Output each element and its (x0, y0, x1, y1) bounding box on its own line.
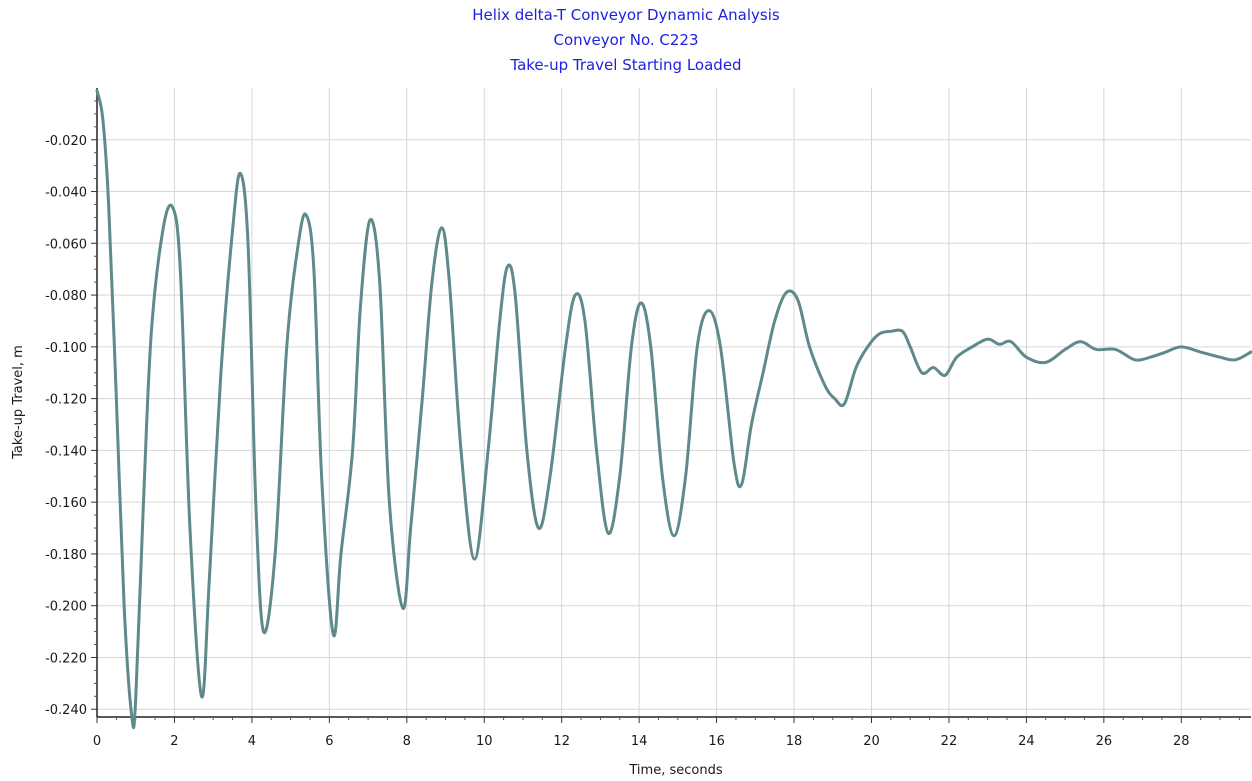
y-tick-label: -0.220 (45, 651, 87, 666)
x-tick-label: 2 (170, 734, 178, 749)
x-tick-label: 24 (1018, 734, 1035, 749)
y-tick-label: -0.080 (45, 289, 87, 304)
y-tick-label: -0.100 (45, 341, 87, 356)
y-axis-label: Take-up Travel, m (11, 345, 26, 460)
y-tick-label: -0.120 (45, 393, 87, 408)
x-tick-label: 22 (941, 734, 958, 749)
x-tick-label: 12 (553, 734, 570, 749)
grid-lines (97, 88, 1251, 717)
y-tick-label: -0.160 (45, 496, 87, 511)
x-axis-label: Time, seconds (628, 763, 722, 778)
series-group (95, 89, 1252, 730)
x-tick-label: 8 (403, 734, 411, 749)
y-tick-label: -0.060 (45, 237, 87, 252)
chart-title-line-2: Conveyor No. C223 (553, 31, 699, 49)
y-tick-label: -0.200 (45, 600, 87, 615)
x-tick-label: 18 (786, 734, 803, 749)
y-tick-label: -0.020 (45, 134, 87, 149)
x-tick-label: 10 (476, 734, 493, 749)
series-line (95, 89, 1252, 730)
y-tick-label: -0.180 (45, 548, 87, 563)
axes (96, 88, 1251, 718)
x-axis-ticks: 0 2 4 6 8 10 12 14 16 18 20 22 24 26 28 (93, 717, 1240, 749)
y-tick-label: -0.140 (45, 444, 87, 459)
x-tick-label: 28 (1173, 734, 1190, 749)
x-tick-label: 6 (325, 734, 333, 749)
chart-title-line-1: Helix delta-T Conveyor Dynamic Analysis (472, 6, 780, 24)
y-tick-label: -0.240 (45, 703, 87, 718)
x-tick-label: 4 (248, 734, 256, 749)
x-tick-label: 20 (863, 734, 880, 749)
x-tick-label: 26 (1096, 734, 1113, 749)
chart-title-line-3: Take-up Travel Starting Loaded (510, 56, 742, 74)
y-axis-ticks: -0.020 -0.040 -0.060 -0.080 -0.100 -0.120 -0.1… (45, 100, 97, 718)
y-tick-label: -0.040 (45, 186, 87, 201)
x-tick-label: 16 (708, 734, 725, 749)
x-tick-label: 0 (93, 734, 101, 749)
x-tick-label: 14 (631, 734, 648, 749)
